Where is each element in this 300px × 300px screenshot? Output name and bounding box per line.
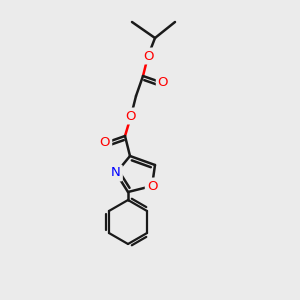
Text: N: N bbox=[111, 167, 121, 179]
Text: O: O bbox=[100, 136, 110, 149]
Text: O: O bbox=[158, 76, 168, 89]
Text: O: O bbox=[126, 110, 136, 122]
Text: O: O bbox=[143, 50, 153, 62]
Text: O: O bbox=[147, 179, 157, 193]
